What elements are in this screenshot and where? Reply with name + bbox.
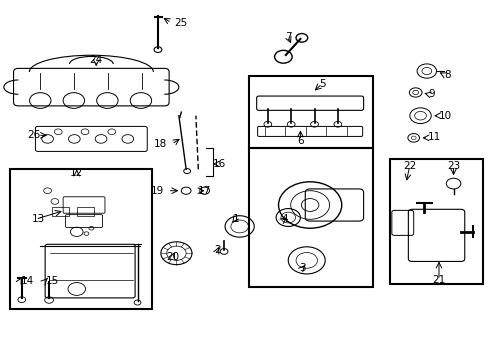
Bar xyxy=(52,207,69,216)
Text: 7: 7 xyxy=(285,32,291,42)
Text: 18: 18 xyxy=(153,139,166,149)
Text: 10: 10 xyxy=(438,111,451,121)
Text: 14: 14 xyxy=(21,276,34,286)
Bar xyxy=(249,76,372,148)
Text: 15: 15 xyxy=(46,276,59,286)
Bar xyxy=(77,207,94,216)
Text: 26: 26 xyxy=(27,130,41,140)
Text: 20: 20 xyxy=(165,252,179,262)
Bar xyxy=(10,169,152,309)
Text: 19: 19 xyxy=(151,186,164,196)
Text: 16: 16 xyxy=(212,159,225,169)
Text: 23: 23 xyxy=(446,161,459,171)
Text: 9: 9 xyxy=(427,89,434,99)
Text: 3: 3 xyxy=(299,262,305,273)
Text: 24: 24 xyxy=(89,55,102,65)
Text: 13: 13 xyxy=(31,214,45,224)
Text: 12: 12 xyxy=(70,168,83,178)
Text: 6: 6 xyxy=(297,136,303,146)
Bar xyxy=(389,158,482,284)
Text: 21: 21 xyxy=(431,275,445,285)
Text: 11: 11 xyxy=(427,132,441,142)
Text: 8: 8 xyxy=(443,69,449,80)
Text: 17: 17 xyxy=(198,186,211,196)
Text: 2: 2 xyxy=(214,245,221,255)
Text: 5: 5 xyxy=(318,78,325,89)
Text: 25: 25 xyxy=(174,18,187,28)
Text: 4: 4 xyxy=(281,214,287,224)
Text: 1: 1 xyxy=(232,214,239,224)
Text: 22: 22 xyxy=(403,161,416,171)
Bar xyxy=(249,148,372,287)
